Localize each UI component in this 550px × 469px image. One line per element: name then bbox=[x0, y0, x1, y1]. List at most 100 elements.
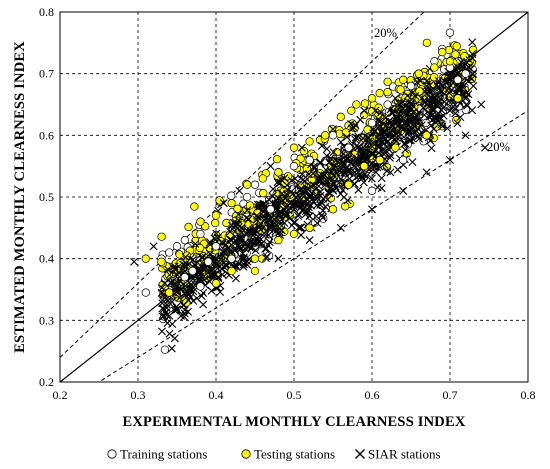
scatter-point-cloud bbox=[371, 106, 380, 115]
scatter-point bbox=[289, 162, 299, 171]
scatter-point-cloud bbox=[262, 252, 271, 261]
scatter-point-cloud bbox=[242, 214, 251, 223]
y-tick-label: 0.8 bbox=[39, 5, 54, 19]
scatter-point-cloud bbox=[252, 215, 261, 224]
scatter-point-cloud bbox=[159, 305, 168, 314]
scatter-point bbox=[422, 82, 431, 90]
scatter-point bbox=[368, 205, 376, 214]
scatter-point bbox=[399, 186, 408, 195]
scatter-point bbox=[383, 88, 392, 97]
scatter-point-cloud bbox=[235, 242, 244, 251]
scatter-point-cloud bbox=[186, 285, 195, 294]
scatter-point-cloud bbox=[405, 136, 414, 145]
scatter-point-cloud bbox=[247, 243, 256, 252]
scatter-point-cloud bbox=[299, 146, 309, 156]
scatter-point-cloud bbox=[368, 159, 377, 168]
scatter-point-cloud bbox=[396, 111, 405, 120]
scatter-point-cloud bbox=[222, 218, 231, 228]
scatter-point-cloud bbox=[360, 99, 370, 108]
scatter-point-cloud bbox=[351, 121, 360, 130]
plus-20-percent-line bbox=[60, 12, 425, 358]
scatter-point-cloud bbox=[175, 293, 184, 302]
scatter-point-cloud bbox=[368, 142, 377, 151]
x-tick-label: 0.4 bbox=[209, 388, 224, 402]
scatter-point-cloud bbox=[382, 166, 391, 175]
scatter-point-cloud bbox=[381, 148, 390, 157]
scatter-point-cloud bbox=[157, 327, 166, 336]
scatter-point-cloud bbox=[362, 171, 371, 180]
scatter-point bbox=[336, 168, 345, 177]
plot-frame bbox=[59, 11, 529, 383]
scatter-point-cloud bbox=[251, 224, 260, 233]
scatter-point-cloud bbox=[172, 270, 181, 279]
grid bbox=[60, 12, 528, 382]
scatter-point-cloud bbox=[238, 225, 247, 234]
scatter-point-cloud bbox=[345, 169, 354, 178]
scatter-point-cloud bbox=[253, 212, 262, 221]
scatter-point bbox=[243, 180, 252, 189]
scatter-point-cloud bbox=[165, 270, 174, 279]
scatter-point-cloud bbox=[452, 42, 461, 51]
scatter-point bbox=[196, 217, 205, 226]
scatter-point-cloud bbox=[268, 192, 277, 201]
scatter-point-cloud bbox=[336, 189, 345, 198]
y-tick-label: 0.5 bbox=[39, 190, 54, 204]
scatter-point-cloud bbox=[324, 187, 333, 196]
scatter-point bbox=[227, 266, 236, 276]
scatter-point-cloud bbox=[320, 171, 329, 180]
scatter-point-cloud bbox=[264, 241, 273, 250]
scatter-point-cloud bbox=[377, 108, 386, 117]
scatter-point-cloud bbox=[408, 101, 417, 110]
scatter-point-cloud bbox=[342, 133, 351, 142]
scatter-point-cloud bbox=[463, 101, 472, 110]
scatter-point bbox=[180, 267, 189, 275]
scatter-point bbox=[446, 156, 454, 164]
scatter-point-cloud bbox=[282, 211, 291, 220]
scatter-point-cloud bbox=[370, 163, 379, 172]
scatter-point bbox=[321, 180, 330, 189]
scatter-point-cloud bbox=[440, 97, 449, 106]
scatter-point bbox=[453, 69, 462, 78]
scatter-point bbox=[328, 131, 338, 140]
scatter-point-cloud bbox=[281, 194, 290, 203]
scatter-point bbox=[258, 174, 267, 183]
scatter-point-cloud bbox=[338, 186, 347, 195]
scatter-point-cloud bbox=[175, 250, 184, 259]
scatter-point bbox=[211, 242, 221, 251]
scatter-point-cloud bbox=[347, 119, 356, 128]
scatter-point bbox=[243, 192, 252, 202]
scatter-point-cloud bbox=[397, 123, 406, 132]
scatter-point-cloud bbox=[375, 162, 384, 171]
scatter-point-cloud bbox=[355, 147, 364, 156]
scatter-point-cloud bbox=[168, 297, 177, 306]
scatter-point bbox=[344, 180, 353, 189]
scatter-point-cloud bbox=[434, 96, 443, 105]
scatter-point-cloud bbox=[236, 234, 245, 243]
scatter-point-cloud bbox=[438, 122, 447, 131]
scatter-point-cloud bbox=[264, 231, 273, 240]
scatter-point-cloud bbox=[403, 91, 412, 100]
scatter-point-cloud bbox=[420, 98, 429, 107]
scatter-point bbox=[130, 257, 139, 266]
scatter-point-cloud bbox=[359, 153, 368, 162]
scatter-point bbox=[367, 186, 377, 195]
scatter-point bbox=[367, 118, 377, 128]
scatter-point-cloud bbox=[468, 38, 477, 47]
scatter-point-cloud bbox=[310, 162, 319, 171]
scatter-point bbox=[290, 205, 298, 214]
scatter-point bbox=[461, 69, 470, 78]
scatter-point-cloud bbox=[289, 218, 298, 227]
scatter-point-cloud bbox=[294, 191, 303, 200]
scatter-point-cloud bbox=[346, 159, 355, 168]
scatter-point bbox=[461, 131, 470, 140]
scatter-point-cloud bbox=[191, 239, 200, 248]
scatter-point-cloud bbox=[370, 126, 379, 135]
scatter-point-cloud bbox=[434, 93, 443, 102]
y-tick-label: 0.2 bbox=[39, 375, 54, 389]
scatter-point-cloud bbox=[415, 134, 424, 143]
scatter-point bbox=[305, 193, 314, 201]
scatter-point-cloud bbox=[380, 126, 389, 135]
scatter-point-cloud bbox=[280, 174, 289, 183]
scatter-point-cloud bbox=[274, 194, 283, 203]
